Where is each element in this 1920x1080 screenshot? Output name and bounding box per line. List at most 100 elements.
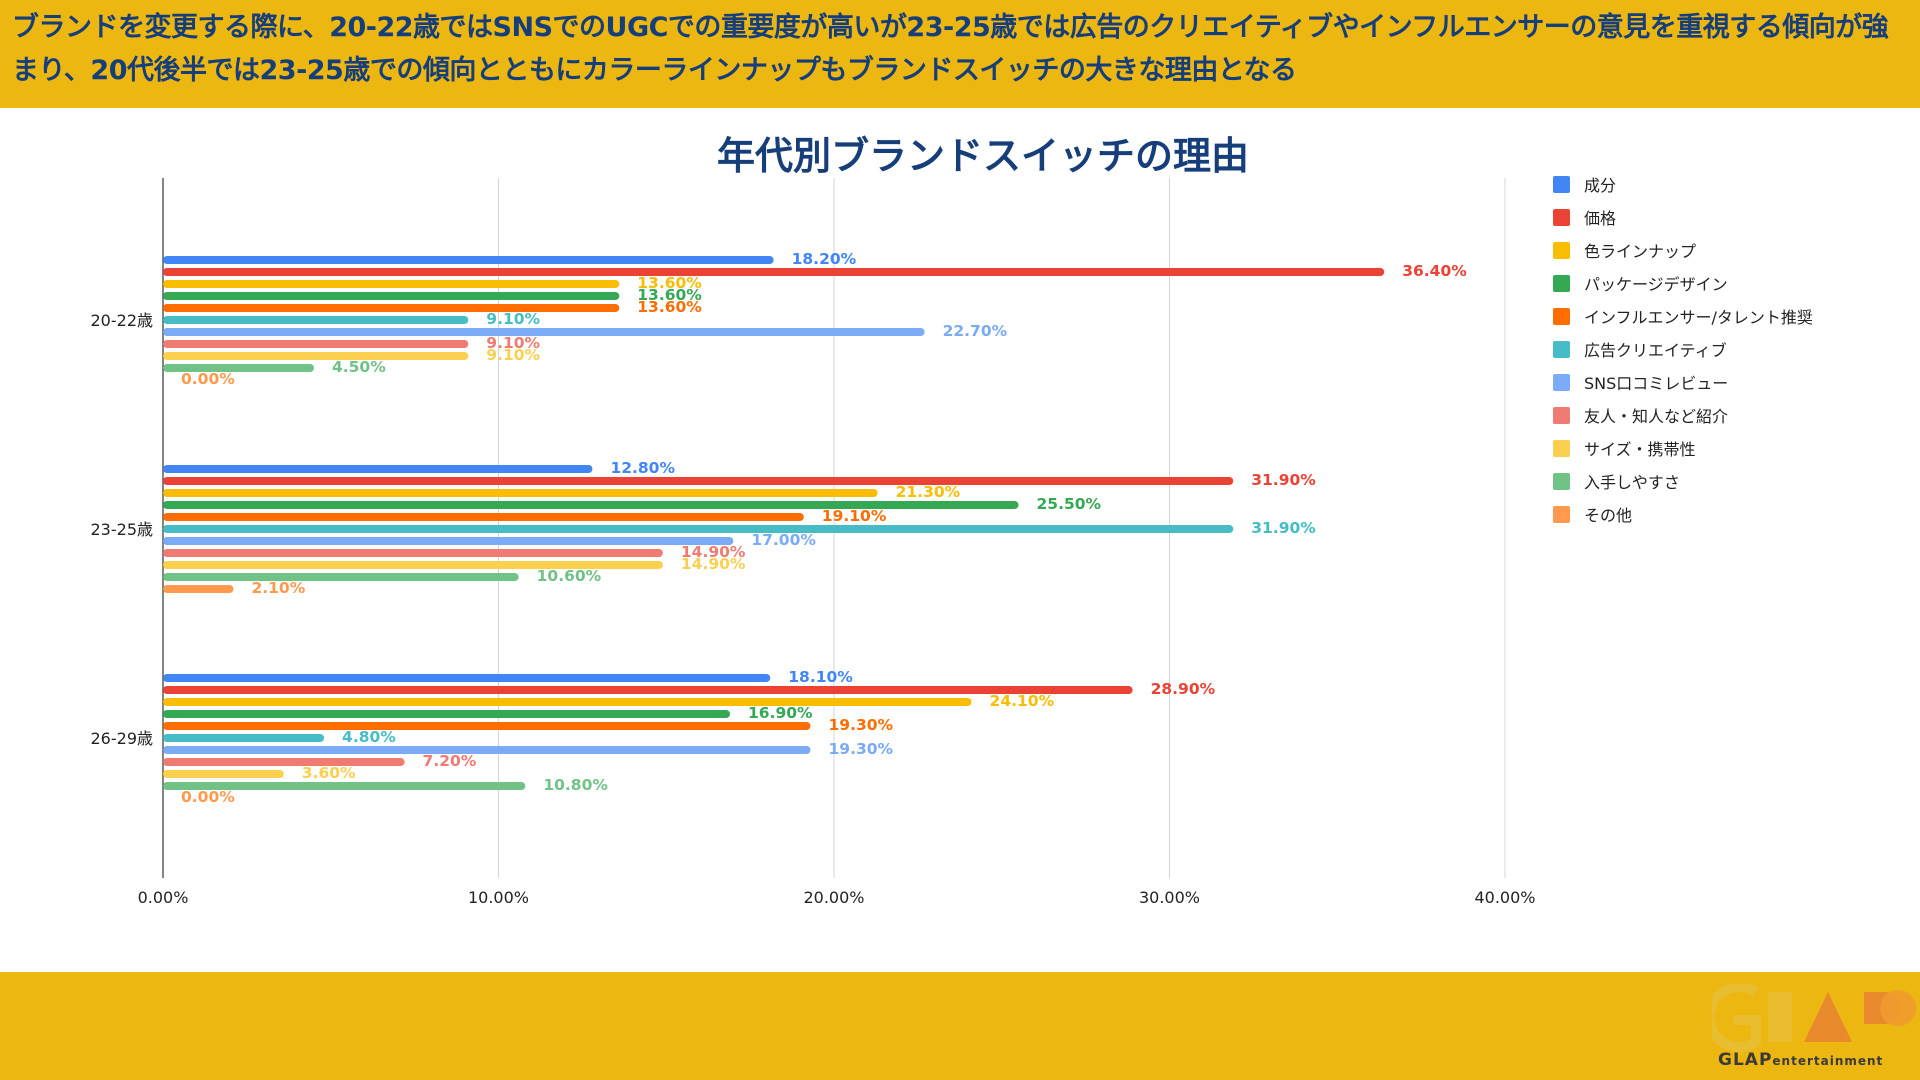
data-label: 36.40% xyxy=(1402,262,1467,280)
bar xyxy=(163,352,469,360)
bar xyxy=(163,698,972,706)
legend-swatch xyxy=(1553,340,1570,358)
legend-item: 友人・知人など紹介 xyxy=(1553,403,1728,427)
x-tick-label: 0.00% xyxy=(138,888,189,907)
data-label: 9.10% xyxy=(486,334,540,352)
x-tick-label: 10.00% xyxy=(468,888,529,907)
data-label: 31.90% xyxy=(1251,519,1316,537)
data-label: 18.20% xyxy=(792,250,857,268)
bar xyxy=(163,513,804,521)
data-label: 24.10% xyxy=(990,692,1055,710)
x-tick-label: 20.00% xyxy=(803,888,864,907)
bar xyxy=(163,686,1133,694)
data-label: 25.50% xyxy=(1037,495,1102,513)
data-label: 4.80% xyxy=(342,728,396,746)
data-label: 28.90% xyxy=(1151,680,1216,698)
bar xyxy=(163,561,663,569)
data-label: 12.80% xyxy=(610,459,675,477)
legend-item: 価格 xyxy=(1553,205,1616,229)
bar xyxy=(163,758,405,766)
glap-logo-icon xyxy=(1712,984,1916,1052)
legend-label: 広告クリエイティブ xyxy=(1584,341,1727,360)
data-label: 14.90% xyxy=(681,555,746,573)
bar xyxy=(163,501,1019,509)
legend-label: 友人・知人など紹介 xyxy=(1584,407,1729,426)
bar xyxy=(163,328,925,336)
legend-swatch xyxy=(1553,175,1570,193)
bar xyxy=(163,489,878,497)
bar xyxy=(163,674,771,682)
legend-swatch xyxy=(1553,439,1570,457)
legend-item: 色ラインナップ xyxy=(1553,238,1696,262)
data-label: 19.10% xyxy=(822,507,887,525)
legend-label: 入手しやすさ xyxy=(1584,473,1680,492)
legend-item: 成分 xyxy=(1553,172,1616,196)
data-label: 4.50% xyxy=(332,358,386,376)
bar xyxy=(163,734,325,742)
logo-sub: entertainment xyxy=(1772,1054,1884,1068)
header-banner: ブランドを変更する際に、20-22歳ではSNSでのUGCでの重要度が高いが23-… xyxy=(0,0,1920,108)
category-label: 26-29歳 xyxy=(91,729,154,748)
bar xyxy=(163,316,469,324)
bar xyxy=(163,722,811,730)
data-label: 0.00% xyxy=(181,788,235,806)
legend-item: パッケージデザイン xyxy=(1553,271,1728,295)
bar xyxy=(163,364,314,372)
bar xyxy=(163,280,620,288)
bar xyxy=(163,782,526,790)
data-label: 16.90% xyxy=(748,704,813,722)
bar xyxy=(163,292,620,300)
data-label: 19.30% xyxy=(829,716,894,734)
bar xyxy=(163,268,1385,276)
bar xyxy=(163,746,811,754)
bar xyxy=(163,549,663,557)
legend-label: 価格 xyxy=(1584,209,1617,228)
category-label: 20-22歳 xyxy=(91,311,154,330)
legend-swatch xyxy=(1553,274,1570,292)
bar xyxy=(163,710,730,718)
legend-swatch xyxy=(1553,472,1570,490)
data-label: 2.10% xyxy=(251,579,305,597)
legend-item: サイズ・携帯性 xyxy=(1553,436,1696,460)
legend-swatch xyxy=(1553,505,1570,523)
data-label: 19.30% xyxy=(829,740,894,758)
bar-chart: 0.00% 10.00% 20.00% 30.00% 40.00% 20-22歳 18.20… xyxy=(91,178,1536,907)
bar xyxy=(163,340,469,348)
data-label: 14.90% xyxy=(681,543,746,561)
bar xyxy=(163,465,593,473)
category-label: 23-25歳 xyxy=(91,520,154,539)
legend-swatch xyxy=(1553,307,1570,325)
data-label: 7.20% xyxy=(423,752,477,770)
data-label: 13.60% xyxy=(637,286,702,304)
bar xyxy=(163,256,774,264)
bar xyxy=(163,525,1234,533)
data-label: 0.00% xyxy=(181,370,235,388)
legend-label: 色ラインナップ xyxy=(1584,242,1697,261)
data-label: 9.10% xyxy=(486,310,540,328)
legend-item: 広告クリエイティブ xyxy=(1553,337,1727,361)
legend-swatch xyxy=(1553,241,1570,259)
legend-label: SNS口コミレビュー xyxy=(1584,374,1729,393)
data-label: 13.60% xyxy=(637,298,702,316)
bar xyxy=(163,770,284,778)
data-label: 17.00% xyxy=(751,531,816,549)
data-label: 18.10% xyxy=(788,668,853,686)
bar xyxy=(163,477,1234,485)
bar xyxy=(163,304,620,312)
legend-label: パッケージデザイン xyxy=(1584,275,1728,294)
x-tick-label: 40.00% xyxy=(1474,888,1535,907)
legend-item: 入手しやすさ xyxy=(1553,469,1680,493)
legend-item: SNS口コミレビュー xyxy=(1553,370,1728,394)
x-tick-label: 30.00% xyxy=(1139,888,1200,907)
legend-label: サイズ・携帯性 xyxy=(1584,440,1696,459)
legend-label: インフルエンサー/タレント推奨 xyxy=(1584,308,1813,327)
logo-main: GLAP xyxy=(1718,1050,1773,1070)
legend-label: その他 xyxy=(1584,506,1633,525)
data-label: 10.80% xyxy=(543,776,608,794)
logo-wordmark: GLAPentertainment xyxy=(1718,1050,1883,1070)
data-label: 22.70% xyxy=(943,322,1008,340)
legend-swatch xyxy=(1553,373,1570,391)
data-label: 3.60% xyxy=(302,764,356,782)
legend-item: その他 xyxy=(1553,502,1632,526)
chart-title: 年代別ブランドスイッチの理由 xyxy=(716,134,1249,178)
